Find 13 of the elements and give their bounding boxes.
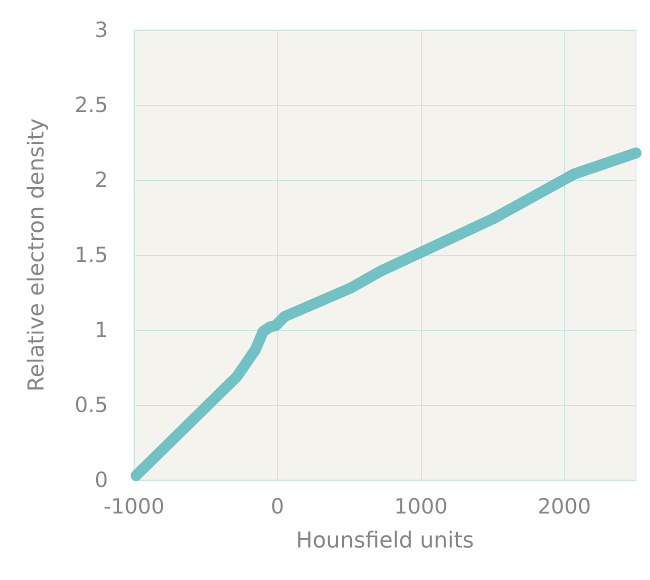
y-tick-label: 1 bbox=[94, 318, 108, 342]
x-axis-title: Hounsfield units bbox=[296, 528, 474, 554]
x-tick-label: 1000 bbox=[394, 494, 448, 518]
x-tick-label: 2000 bbox=[538, 494, 592, 518]
y-tick-label: 1.5 bbox=[74, 243, 108, 267]
y-tick-label: 3 bbox=[94, 18, 108, 42]
y-tick-label: 2 bbox=[94, 168, 108, 192]
y-tick-label: 0 bbox=[94, 468, 108, 492]
x-tick-label: 0 bbox=[270, 494, 284, 518]
y-tick-label: 0.5 bbox=[74, 393, 108, 417]
y-axis-title: Relative electron density bbox=[24, 118, 50, 392]
x-tick-label: -1000 bbox=[103, 494, 165, 518]
y-tick-label: 2.5 bbox=[74, 93, 108, 117]
